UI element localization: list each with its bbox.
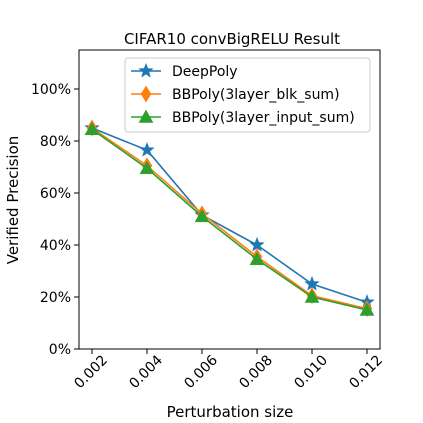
data-point: [359, 302, 375, 316]
x-tick-label: 0.006: [181, 352, 221, 392]
legend-box: [124, 57, 371, 133]
x-tick-label: 0.008: [236, 352, 276, 392]
data-point: [249, 251, 265, 266]
x-tick-label: 0.012: [346, 352, 386, 392]
y-tick-label: 100%: [31, 82, 71, 98]
x-axis-title: Perturbation size: [167, 403, 294, 421]
y-tick-label: 60%: [40, 186, 71, 202]
data-point: [84, 121, 100, 136]
series-line: [91, 127, 368, 303]
y-tick-label: 40%: [40, 238, 71, 254]
x-tick-label: 0.010: [291, 352, 331, 392]
y-tick-label: 80%: [40, 134, 71, 150]
legend: DeepPoly BBPoly(3layer_blk_sum) BBPoly(3la…: [124, 57, 371, 133]
chart-title: CIFAR10 convBigRELU Result: [124, 30, 340, 48]
legend-item: BBPoly(3layer_blk_sum): [131, 85, 340, 103]
y-axis: 0% 20% 40% 60% 80% 100%: [31, 82, 79, 358]
legend-marker: [140, 85, 152, 103]
legend-marker: [138, 62, 154, 78]
y-tick-label: 20%: [40, 290, 71, 306]
series-line: [91, 128, 368, 311]
series-1: [84, 119, 375, 309]
y-tick-label: 0%: [49, 342, 71, 358]
data-point: [249, 236, 265, 252]
legend-item: BBPoly(3layer_input_sum): [131, 109, 355, 126]
legend-item: DeepPoly: [131, 62, 238, 80]
x-tick-label: 0.002: [71, 352, 111, 392]
series-line: [91, 127, 368, 310]
legend-label: BBPoly(3layer_blk_sum): [172, 87, 340, 103]
x-axis: 0.002 0.004 0.006 0.008 0.010 0.012: [71, 349, 386, 392]
series-2: [86, 119, 373, 318]
legend-marker: [138, 109, 154, 123]
plot-frame: [78, 49, 381, 350]
data-point: [194, 208, 210, 223]
legend-label: BBPoly(3layer_input_sum): [172, 110, 355, 126]
data-point: [304, 275, 320, 291]
y-axis-title: Verified Precision: [4, 136, 22, 265]
legend-label: DeepPoly: [172, 64, 238, 80]
data-point: [304, 289, 320, 303]
x-tick-label: 0.004: [126, 352, 166, 392]
plot-area: [84, 119, 375, 318]
data-point: [139, 160, 155, 175]
data-point: [139, 141, 155, 157]
series-3: [84, 121, 375, 316]
